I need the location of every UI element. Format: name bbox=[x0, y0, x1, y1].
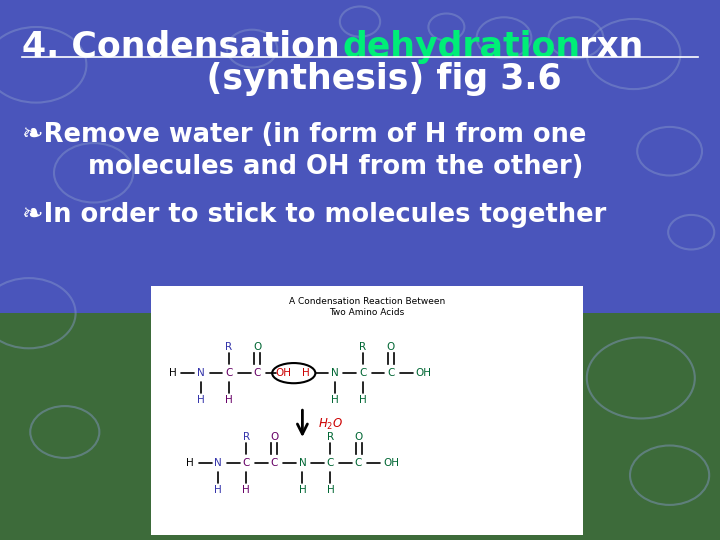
Text: H: H bbox=[215, 484, 222, 495]
Text: N: N bbox=[299, 458, 306, 468]
Text: C: C bbox=[253, 368, 261, 378]
Text: H: H bbox=[299, 484, 306, 495]
Text: 4. Condensation: 4. Condensation bbox=[22, 30, 351, 64]
Text: C: C bbox=[271, 458, 278, 468]
Text: H: H bbox=[197, 395, 204, 404]
Text: H: H bbox=[243, 484, 250, 495]
Text: H: H bbox=[225, 395, 233, 404]
Text: C: C bbox=[327, 458, 334, 468]
Text: H: H bbox=[186, 458, 194, 468]
Bar bbox=[0, 313, 720, 540]
Text: ❧In order to stick to molecules together: ❧In order to stick to molecules together bbox=[22, 202, 606, 228]
Bar bbox=[0, 0, 720, 313]
Text: R: R bbox=[243, 432, 250, 442]
Text: O: O bbox=[253, 342, 261, 352]
Text: H: H bbox=[169, 368, 176, 378]
Text: R: R bbox=[225, 342, 233, 352]
Text: $H_2O$: $H_2O$ bbox=[318, 417, 343, 432]
Text: H: H bbox=[359, 395, 366, 404]
Text: rxn: rxn bbox=[567, 30, 643, 64]
Text: O: O bbox=[354, 432, 363, 442]
Text: H: H bbox=[331, 395, 338, 404]
Text: (synthesis) fig 3.6: (synthesis) fig 3.6 bbox=[158, 62, 562, 96]
Text: molecules and OH from the other): molecules and OH from the other) bbox=[61, 154, 584, 180]
Text: C: C bbox=[355, 458, 362, 468]
Text: OH: OH bbox=[383, 458, 399, 468]
Text: H: H bbox=[302, 368, 310, 378]
Text: O: O bbox=[387, 342, 395, 352]
Text: H: H bbox=[327, 484, 334, 495]
Bar bbox=[151, 286, 583, 535]
Text: N: N bbox=[215, 458, 222, 468]
Text: R: R bbox=[359, 342, 366, 352]
Text: C: C bbox=[225, 368, 233, 378]
Text: A Condensation Reaction Between: A Condensation Reaction Between bbox=[289, 297, 446, 306]
Text: O: O bbox=[270, 432, 279, 442]
Text: C: C bbox=[359, 368, 366, 378]
Text: C: C bbox=[243, 458, 250, 468]
Text: N: N bbox=[331, 368, 338, 378]
Text: C: C bbox=[387, 368, 395, 378]
Text: N: N bbox=[197, 368, 204, 378]
Text: OH: OH bbox=[275, 368, 291, 378]
Text: Two Amino Acids: Two Amino Acids bbox=[330, 308, 405, 317]
Text: OH: OH bbox=[415, 368, 431, 378]
Text: ❧Remove water (in form of H from one: ❧Remove water (in form of H from one bbox=[22, 122, 586, 147]
Text: dehydration: dehydration bbox=[343, 30, 581, 64]
Text: R: R bbox=[327, 432, 334, 442]
